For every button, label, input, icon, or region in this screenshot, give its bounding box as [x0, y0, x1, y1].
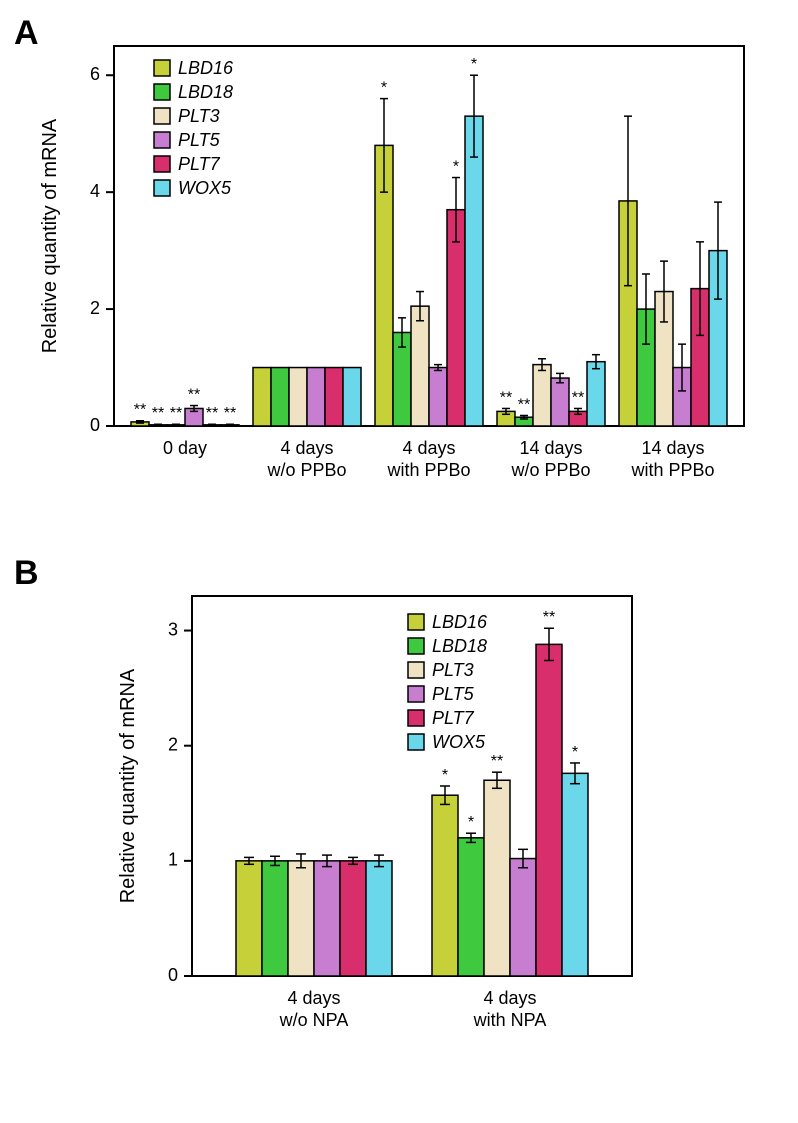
bar-lbd16 [432, 795, 458, 976]
legend-label: PLT5 [178, 130, 221, 150]
bar-wox5 [465, 116, 483, 426]
legend-label: PLT3 [178, 106, 220, 126]
x-category-label: 4 days [287, 988, 340, 1008]
significance-label: * [442, 767, 448, 784]
x-category-label: 14 days [641, 438, 704, 458]
legend-swatch [408, 662, 424, 678]
bar-plt5 [510, 859, 536, 976]
legend-label: LBD18 [432, 636, 487, 656]
bar-plt3 [288, 861, 314, 976]
bar-plt7 [536, 644, 562, 976]
x-category-label: w/o PPBo [510, 460, 590, 480]
significance-label: * [453, 159, 459, 176]
y-tick-label: 1 [168, 850, 178, 870]
y-tick-label: 6 [90, 64, 100, 84]
bar-plt5 [429, 368, 447, 426]
significance-label: ** [543, 609, 555, 626]
legend-label: LBD16 [432, 612, 488, 632]
legend-label: LBD16 [178, 58, 234, 78]
bar-plt3 [411, 306, 429, 426]
chart-b: 0123Relative quantity of mRNA4 daysw/o N… [102, 590, 638, 1036]
significance-label: * [381, 80, 387, 97]
x-category-label: w/o PPBo [266, 460, 346, 480]
legend-swatch [154, 132, 170, 148]
bar-lbd16 [236, 861, 262, 976]
significance-label: * [471, 56, 477, 73]
bar-lbd18 [458, 838, 484, 976]
y-tick-label: 0 [90, 415, 100, 435]
x-category-label: with PPBo [630, 460, 714, 480]
x-category-label: with PPBo [386, 460, 470, 480]
legend-swatch [154, 108, 170, 124]
significance-label: ** [188, 387, 200, 404]
significance-label: ** [572, 389, 584, 406]
bar-plt3 [289, 368, 307, 426]
y-tick-label: 2 [90, 298, 100, 318]
significance-label: ** [500, 389, 512, 406]
x-category-label: 0 day [163, 438, 207, 458]
bar-wox5 [587, 362, 605, 426]
chart-a: 0246Relative quantity of mRNA***********… [24, 40, 750, 486]
legend-swatch [408, 638, 424, 654]
significance-label: * [572, 744, 578, 761]
bar-plt5 [314, 861, 340, 976]
legend-label: PLT7 [432, 708, 475, 728]
legend-swatch [154, 60, 170, 76]
bar-plt3 [533, 365, 551, 426]
y-axis-label: Relative quantity of mRNA [39, 118, 61, 353]
y-axis-label: Relative quantity of mRNA [117, 668, 139, 903]
bar-lbd18 [271, 368, 289, 426]
significance-label: ** [152, 405, 164, 422]
bar-plt7 [325, 368, 343, 426]
panel-b-label: B [14, 554, 39, 593]
legend-swatch [154, 156, 170, 172]
significance-label: ** [518, 396, 530, 413]
legend-label: PLT5 [432, 684, 475, 704]
bar-lbd18 [262, 861, 288, 976]
chart-a-svg: 0246Relative quantity of mRNA***********… [24, 40, 750, 486]
significance-label: ** [491, 753, 503, 770]
legend-swatch [408, 710, 424, 726]
y-tick-label: 4 [90, 181, 100, 201]
significance-label: * [468, 814, 474, 831]
legend-swatch [154, 84, 170, 100]
legend-swatch [408, 734, 424, 750]
y-tick-label: 2 [168, 734, 178, 754]
bar-plt5 [307, 368, 325, 426]
legend-label: WOX5 [432, 732, 486, 752]
y-tick-label: 0 [168, 965, 178, 985]
significance-label: ** [224, 405, 236, 422]
x-category-label: w/o NPA [279, 1010, 349, 1030]
bar-plt7 [340, 861, 366, 976]
bar-wox5 [366, 861, 392, 976]
legend-label: PLT3 [432, 660, 474, 680]
x-category-label: 14 days [519, 438, 582, 458]
significance-label: ** [134, 402, 146, 419]
bar-lbd16 [253, 368, 271, 426]
significance-label: ** [170, 405, 182, 422]
legend-swatch [408, 614, 424, 630]
significance-label: ** [206, 405, 218, 422]
chart-b-svg: 0123Relative quantity of mRNA4 daysw/o N… [102, 590, 638, 1036]
x-category-label: 4 days [483, 988, 536, 1008]
bar-wox5 [562, 773, 588, 976]
bar-plt3 [484, 780, 510, 976]
x-category-label: 4 days [280, 438, 333, 458]
legend-swatch [154, 180, 170, 196]
legend-label: WOX5 [178, 178, 232, 198]
x-category-label: with NPA [473, 1010, 547, 1030]
bar-plt5 [551, 378, 569, 426]
legend-label: PLT7 [178, 154, 221, 174]
bar-wox5 [343, 368, 361, 426]
legend-label: LBD18 [178, 82, 233, 102]
y-tick-label: 3 [168, 619, 178, 639]
legend-swatch [408, 686, 424, 702]
x-category-label: 4 days [402, 438, 455, 458]
